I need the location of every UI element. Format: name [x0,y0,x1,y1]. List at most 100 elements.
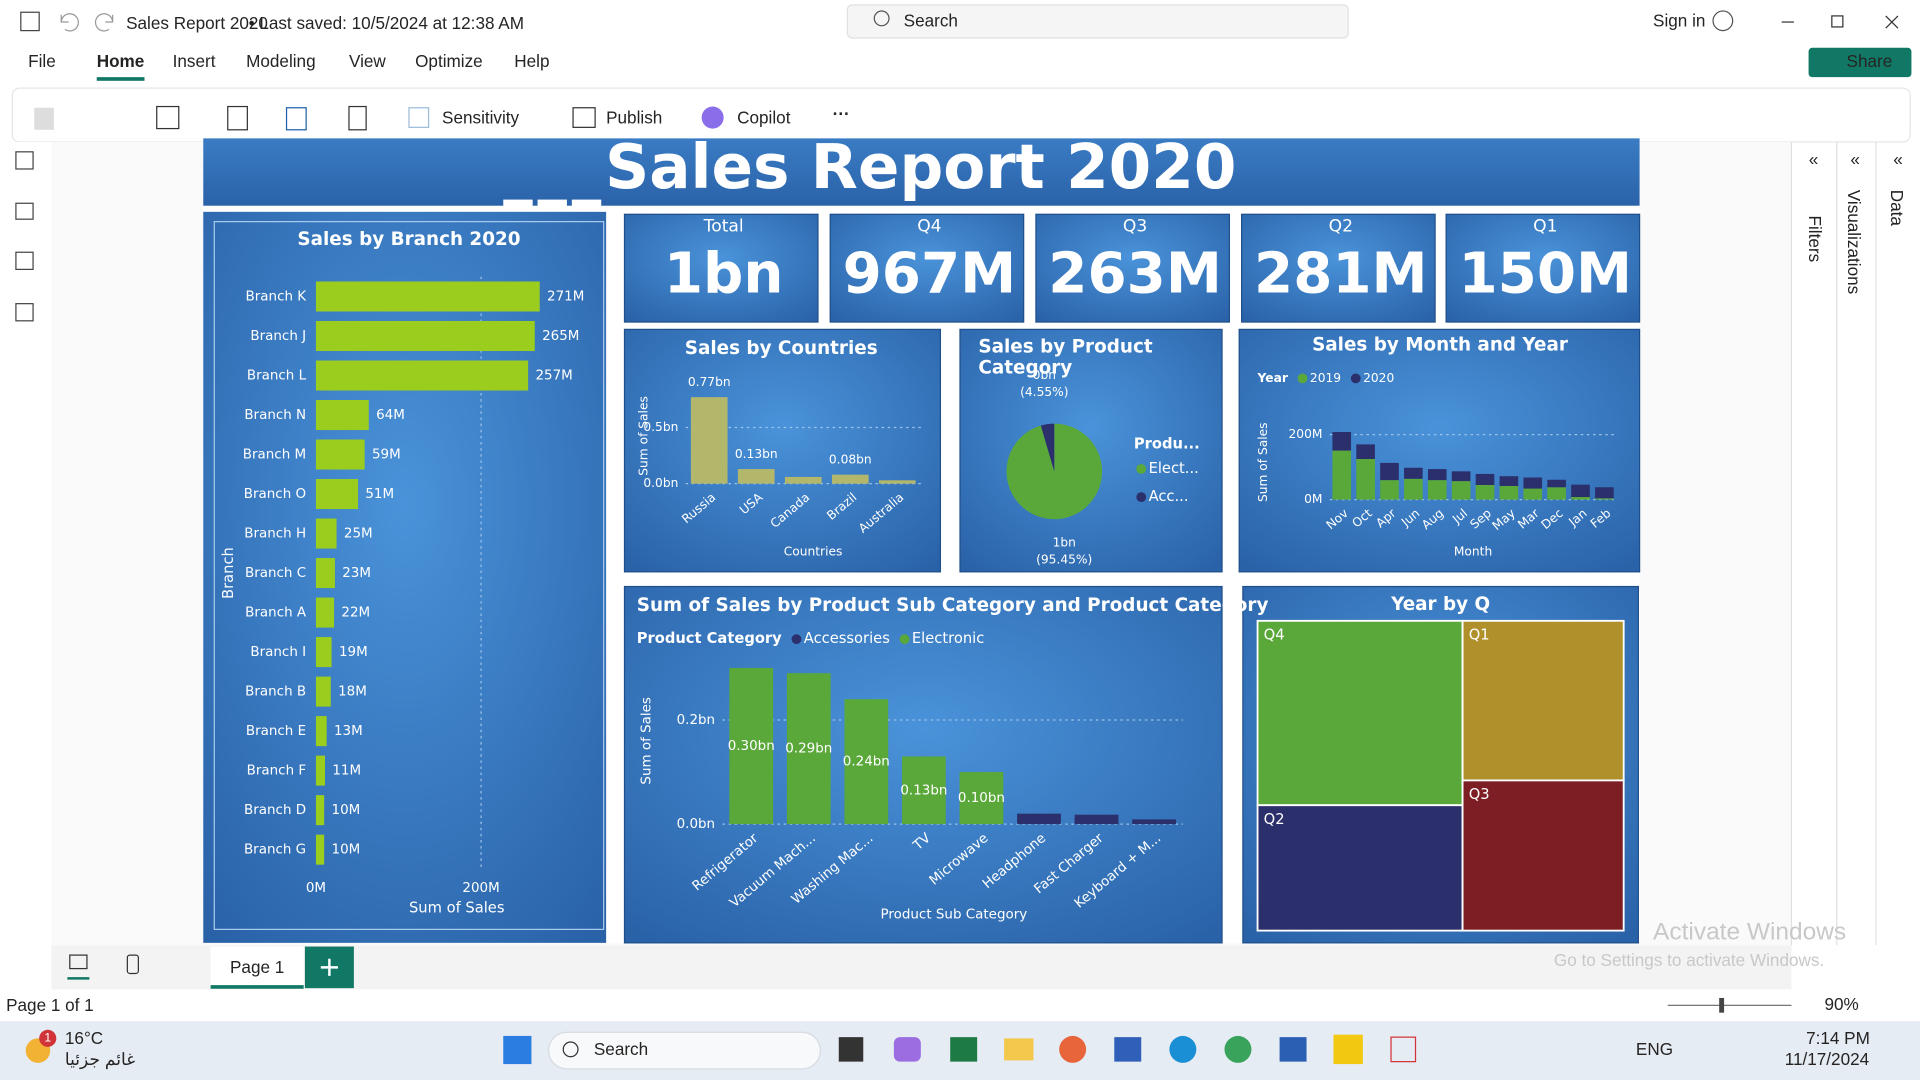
copilot-button[interactable]: Copilot [737,107,791,127]
visualizations-pane[interactable]: Visualizations [1844,190,1864,294]
app-icon[interactable] [893,1037,921,1062]
y-tick-label: Branch K [246,289,308,304]
dax-view-icon[interactable] [15,303,34,322]
refresh-icon[interactable] [227,105,248,131]
data-label: 0.24bn [843,755,890,770]
menu-tab[interactable]: Modeling [246,51,315,71]
bar [315,281,540,312]
bar [315,518,337,549]
chart-title: Sales by Product Category [978,336,1153,379]
app-icon[interactable] [1279,1037,1307,1062]
bar [729,667,774,825]
y-tick-label: 0.5bn [643,420,678,434]
x-axis-title: Sum of Sales [409,900,505,917]
model-view-icon[interactable] [15,251,34,270]
desktop-layout-icon[interactable] [69,954,88,970]
maximize-button[interactable] [1831,15,1844,28]
copilot-icon[interactable] [701,106,724,129]
kpi-label: Total [703,217,744,237]
zoom-level[interactable]: 90% [1824,994,1858,1014]
data-label: 10M [332,803,361,818]
bar [315,400,369,431]
filters-pane[interactable]: Filters [1805,216,1825,263]
app-icon[interactable] [838,1037,864,1062]
data-label: 0.29bn [785,742,832,757]
saved-status[interactable]: • Last saved: 10/5/2024 at 12:38 AM [249,13,524,33]
collapse-icon[interactable]: « [1850,149,1860,169]
share-button[interactable] [1808,47,1912,78]
bar [1595,487,1614,499]
bar [1499,476,1519,486]
app-icon[interactable] [1333,1034,1363,1065]
menu-tab[interactable]: View [349,51,386,71]
publish-button[interactable]: Publish [606,107,662,127]
data-label: 59M [372,448,401,463]
report-view-icon[interactable] [15,151,34,170]
undo-icon[interactable] [60,13,79,32]
legend-marker [791,634,802,645]
y-tick-label: Branch J [250,329,306,344]
bar [1571,484,1590,497]
bar [690,397,728,484]
menu-tab[interactable]: Optimize [415,51,483,71]
redo-icon[interactable] [94,13,114,32]
bar [844,699,889,825]
save-icon[interactable] [20,11,40,32]
data-label: 265M [542,329,579,344]
zoom-thumb[interactable] [1719,997,1725,1013]
close-button[interactable] [1885,15,1899,29]
y-tick-label: 0M [1304,492,1322,506]
start-button[interactable] [503,1035,532,1065]
watermark-text: Go to Settings to activate Windows. [1554,950,1824,970]
clock-time[interactable]: 7:14 PM [1806,1028,1870,1048]
sensitivity-button[interactable]: Sensitivity [442,107,520,127]
get-data-icon[interactable] [156,105,180,130]
menu-tab[interactable]: File [28,51,56,71]
file-title: Sales Report 2020 [126,13,268,33]
treemap-tile [1256,619,1464,807]
data-pane[interactable]: Data [1887,190,1907,227]
y-axis-title: Sum of Sales [640,697,655,785]
publish-icon[interactable] [572,107,596,128]
paste-icon[interactable] [34,107,54,130]
app-icon[interactable] [1390,1036,1417,1063]
table-view-icon[interactable] [15,202,34,220]
bar [1332,450,1352,500]
collapse-icon[interactable]: « [1893,149,1903,169]
more-icon[interactable]: ··· [833,104,850,124]
clock-date[interactable]: 11/17/2024 [1785,1049,1870,1069]
data-label: 257M [536,369,573,384]
app-icon[interactable] [1224,1035,1252,1063]
legend-marker [1136,492,1147,503]
calculator-icon[interactable] [348,105,367,131]
menu-tab[interactable]: Home [97,51,145,71]
y-tick-label: 0.0bn [643,476,678,490]
search-icon [562,1041,579,1058]
visual-icon[interactable] [285,107,307,131]
search-icon [873,10,890,27]
sensitivity-icon[interactable] [408,107,430,128]
kpi-card [1241,213,1436,323]
badge [39,1029,57,1047]
data-label: 10M [332,843,361,858]
app-icon[interactable] [1004,1038,1034,1061]
y-axis-title: Sum of Sales [1256,422,1270,502]
page-tab[interactable] [210,946,304,989]
kpi-value: 263M [1048,241,1222,306]
menu-tab[interactable]: Help [514,51,549,71]
y-tick-label: Branch M [243,448,306,463]
language[interactable]: ENG [1636,1039,1673,1059]
sign-in[interactable]: Sign in [1653,11,1705,31]
menu-tab[interactable]: Insert [173,51,216,71]
mobile-layout-icon[interactable] [126,954,139,975]
taskbar-search[interactable] [547,1031,822,1070]
bar [1074,814,1119,825]
app-icon[interactable] [1169,1035,1197,1063]
search-box[interactable] [846,4,1349,39]
collapse-icon[interactable]: « [1809,149,1819,169]
app-icon[interactable] [1059,1035,1087,1063]
account-icon[interactable] [1712,10,1734,32]
app-icon[interactable] [1114,1037,1142,1062]
app-icon[interactable] [950,1037,978,1062]
y-tick-label: Branch L [247,369,307,384]
